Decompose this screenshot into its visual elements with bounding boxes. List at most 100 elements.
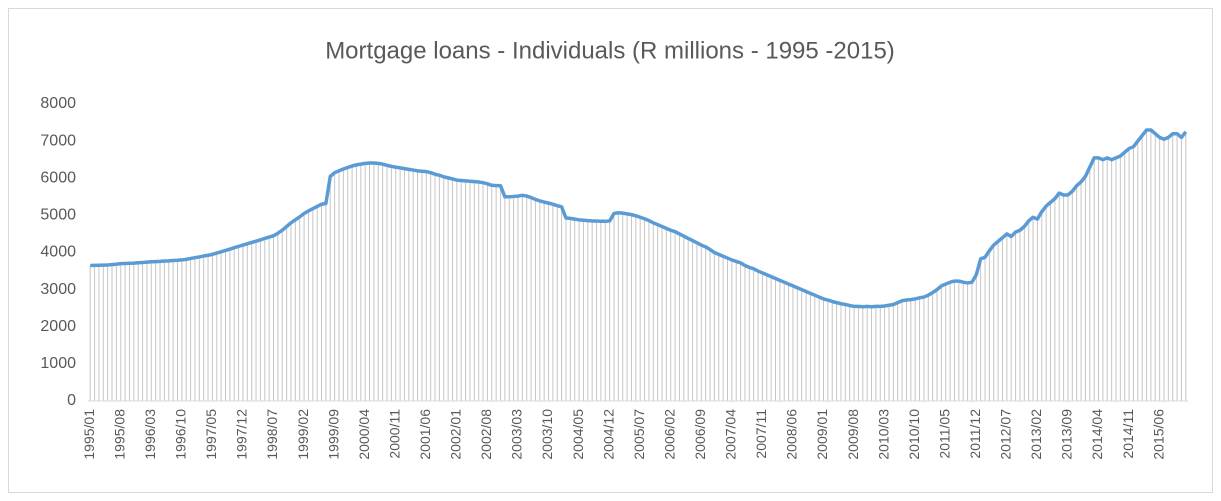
- x-tick-label: 2005/07: [631, 409, 647, 460]
- x-tick-label: 1997/05: [203, 409, 219, 460]
- bar: [766, 274, 768, 401]
- bar: [1032, 217, 1034, 401]
- x-tick-label: 1996/03: [142, 409, 158, 460]
- x-tick-label: 2002/08: [478, 409, 494, 460]
- bar: [408, 169, 410, 401]
- y-tick-label: 1000: [40, 355, 76, 372]
- bar: [421, 171, 423, 401]
- bar: [1185, 131, 1187, 401]
- bar: [500, 185, 501, 401]
- bar: [128, 263, 130, 401]
- bar: [194, 257, 196, 401]
- bar: [146, 262, 148, 401]
- bar: [1080, 181, 1082, 401]
- bar: [1093, 157, 1095, 401]
- bar: [1019, 230, 1021, 401]
- x-tick-label: 2010/10: [906, 409, 922, 460]
- x-tick-label: 2014/04: [1089, 409, 1105, 460]
- bar: [111, 264, 113, 401]
- bar: [495, 185, 497, 401]
- bar: [181, 259, 183, 401]
- bar: [836, 302, 838, 401]
- bar: [120, 263, 122, 401]
- bar: [447, 177, 449, 401]
- bar: [1154, 133, 1156, 401]
- bar: [905, 300, 907, 401]
- x-tick-label: 2003/03: [509, 409, 525, 460]
- bar: [1124, 152, 1126, 401]
- bar: [89, 265, 91, 401]
- bar: [216, 253, 218, 401]
- bar: [626, 213, 628, 401]
- bar: [316, 206, 318, 401]
- bar: [115, 264, 117, 401]
- bar: [1058, 193, 1060, 401]
- x-tick-label: 2000/11: [386, 409, 402, 459]
- bar: [233, 247, 235, 401]
- bar: [971, 282, 973, 401]
- bar: [334, 172, 336, 401]
- x-tick-label: 1998/07: [264, 409, 280, 460]
- bar: [574, 219, 576, 401]
- bar: [142, 262, 144, 401]
- x-tick-label: 2001/06: [417, 409, 433, 460]
- x-tick-label: 2010/03: [875, 409, 891, 460]
- bar: [251, 242, 253, 401]
- bar: [460, 180, 462, 401]
- bar: [648, 220, 650, 401]
- bar: [940, 285, 942, 401]
- bar: [1176, 133, 1178, 401]
- bar: [1045, 206, 1047, 401]
- bar: [1036, 219, 1038, 401]
- bar: [155, 261, 157, 401]
- bar: [844, 304, 846, 401]
- bar: [1063, 194, 1065, 401]
- bar: [587, 220, 589, 401]
- bar: [923, 297, 925, 401]
- x-tick-label: 2011/12: [967, 409, 983, 459]
- bar: [137, 262, 139, 401]
- bar: [211, 254, 213, 401]
- y-tick-label: 7000: [40, 132, 76, 149]
- x-tick-label: 2004/05: [570, 409, 586, 460]
- bar: [373, 163, 375, 401]
- bar: [814, 295, 816, 401]
- bar: [478, 181, 480, 401]
- bar: [1172, 133, 1174, 401]
- bar: [220, 251, 222, 401]
- bar: [617, 212, 619, 401]
- bar: [753, 268, 755, 401]
- bar: [1167, 137, 1169, 401]
- bar: [504, 196, 506, 401]
- chart-border: [8, 8, 1213, 493]
- bar: [1006, 233, 1008, 401]
- bar: [508, 196, 510, 401]
- bar: [517, 196, 519, 401]
- x-tick-label: 2002/01: [448, 409, 464, 460]
- bar: [259, 239, 261, 401]
- bar: [434, 174, 436, 401]
- bar: [652, 222, 654, 401]
- bar: [713, 252, 715, 401]
- bar: [901, 300, 903, 401]
- bar: [831, 301, 833, 401]
- bar: [561, 206, 563, 401]
- bar: [862, 306, 864, 401]
- x-tick-label: 1999/09: [325, 409, 341, 460]
- bar: [159, 261, 161, 401]
- bar: [176, 260, 178, 401]
- bar: [687, 238, 689, 401]
- bar: [417, 170, 419, 401]
- bar: [919, 297, 921, 401]
- bar: [273, 235, 275, 401]
- bar: [600, 221, 602, 401]
- bar: [469, 181, 471, 401]
- bar: [578, 219, 580, 401]
- bar: [246, 243, 248, 401]
- bar: [1159, 137, 1161, 401]
- x-tick-label: 2011/05: [936, 409, 952, 459]
- bar: [993, 245, 995, 401]
- bar: [491, 185, 493, 401]
- bar: [630, 214, 632, 401]
- bar: [1041, 211, 1043, 401]
